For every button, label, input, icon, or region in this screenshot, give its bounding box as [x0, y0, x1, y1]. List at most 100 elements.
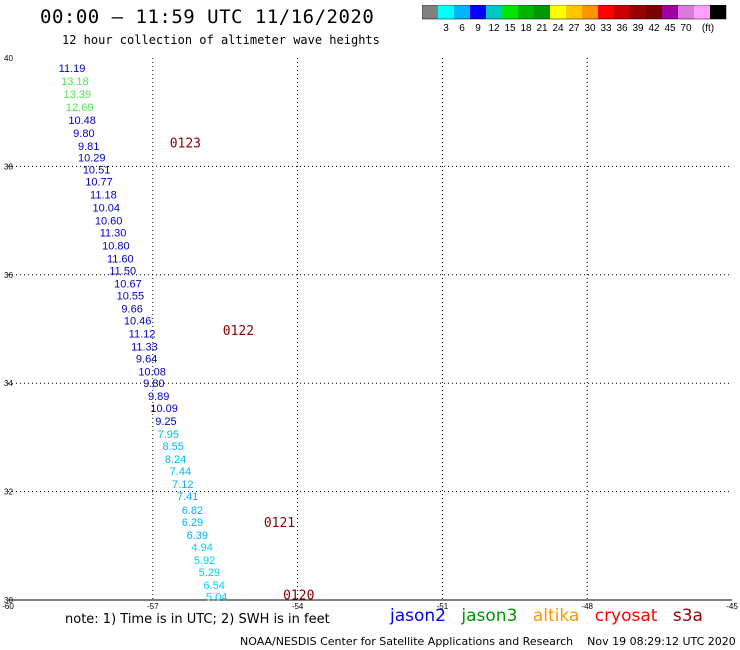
colorbar-label: 45: [664, 23, 676, 34]
wave-height-point: 8.24: [165, 454, 186, 466]
colorbar-label: 33: [600, 23, 612, 34]
legend-altika: altika: [532, 606, 580, 626]
time-label: 0123: [170, 137, 201, 152]
wave-height-point: 7.12: [172, 479, 193, 491]
wave-height-point: 6.39: [187, 530, 208, 542]
wave-height-point: 11.50: [109, 265, 136, 277]
colorbar-unit: (ft): [702, 23, 714, 34]
colorbar-swatch: [454, 5, 470, 19]
colorbar-swatch: [422, 5, 438, 19]
time-label: 0120: [283, 589, 314, 604]
wave-height-point: 10.55: [117, 290, 145, 302]
colorbar-label: 6: [459, 23, 465, 34]
wave-height-point: 10.29: [78, 153, 106, 165]
wave-height-point: 4.94: [191, 542, 212, 554]
colorbar-swatch: [614, 5, 630, 19]
wave-height-point: 6.82: [182, 505, 203, 517]
colorbar-swatch: [502, 5, 518, 19]
colorbar-label: 24: [552, 23, 564, 34]
colorbar-swatch: [470, 5, 486, 19]
colorbar-swatch: [710, 5, 726, 19]
wave-height-point: 5.92: [194, 555, 215, 567]
wave-height-point: 10.04: [92, 203, 120, 215]
wave-height-point: 9.89: [148, 391, 169, 403]
colorbar-swatch: [566, 5, 582, 19]
colorbar-label: 36: [616, 23, 628, 34]
footer: NOAA/NESDIS Center for Satellite Applica…: [240, 635, 736, 648]
wave-height-point: 5.29: [199, 567, 220, 579]
wave-height-point: 10.51: [83, 165, 111, 177]
wave-height-point: 11.30: [100, 228, 127, 240]
legend-jason2: jason2: [390, 606, 446, 626]
wave-height-point: 9.80: [73, 128, 94, 140]
wave-height-point: 9.80: [143, 378, 164, 390]
colorbar-swatch: [518, 5, 534, 19]
y-tick-label: 34: [4, 379, 13, 388]
colorbar-swatch: [550, 5, 566, 19]
colorbar-label: 70: [680, 23, 692, 34]
colorbar-swatch: [486, 5, 502, 19]
satellite-legend: jason2 jason3 altika cryosat s3a: [390, 606, 713, 626]
colorbar-label: 27: [568, 23, 580, 34]
footer-timestamp: Nov 19 08:29:12 UTC 2020: [587, 635, 736, 648]
wave-height-point: 6.29: [182, 517, 203, 529]
colorbar-swatch: [630, 5, 646, 19]
wave-height-point: 11.19: [59, 63, 86, 75]
wave-height-point: 7.95: [158, 429, 179, 441]
x-tick-label: -48: [581, 602, 593, 610]
y-tick-label: 40: [4, 54, 13, 63]
legend-jason3: jason3: [461, 606, 518, 626]
colorbar-swatch: [694, 5, 710, 19]
wave-height-point: 7.44: [170, 466, 191, 478]
legend-s3a: s3a: [672, 606, 703, 626]
wave-height-point: 5.04: [206, 592, 227, 604]
colorbar-swatch: [678, 5, 694, 19]
x-tick-label: -51: [437, 602, 449, 610]
colorbar-label: 12: [488, 23, 500, 34]
wave-height-point: 12.69: [66, 102, 94, 114]
y-tick-label: 38: [4, 162, 13, 171]
wave-height-point: 6.54: [203, 580, 224, 592]
x-tick-label: -45: [726, 602, 738, 610]
time-label: 0121: [264, 516, 295, 531]
wave-height-point: 10.48: [68, 115, 96, 127]
time-label: 0122: [223, 324, 254, 339]
legend-cryosat: cryosat: [594, 606, 658, 626]
wave-height-point: 9.81: [78, 141, 99, 153]
wave-height-point: 10.46: [124, 315, 152, 327]
colorbar-swatch: [582, 5, 598, 19]
chart-subtitle: 12 hour collection of altimeter wave hei…: [62, 33, 380, 47]
wave-height-point: 9.25: [155, 416, 176, 428]
colorbar-label: 42: [648, 23, 660, 34]
footer-source: NOAA/NESDIS Center for Satellite Applica…: [240, 635, 574, 648]
wave-height-point: 10.09: [150, 403, 178, 415]
wave-height-plot: -60 -57 -54 -51 -48 -45 30 32 34 36 38 40 11.1913.18…: [2, 54, 738, 610]
chart-title: 00:00 – 11:59 UTC 11/16/2020: [40, 6, 375, 28]
y-tick-label: 32: [4, 488, 13, 497]
color-scale-bar: 3 6 9 12 15 18 21 24 27 30 33 36 39 42 45 70 (ft): [422, 5, 727, 34]
wave-height-point: 10.80: [102, 241, 130, 253]
footnote: note: 1) Time is in UTC; 2) SWH is in fe…: [65, 612, 330, 627]
wave-height-point: 10.67: [114, 278, 142, 290]
wave-height-point: 11.18: [90, 190, 117, 202]
colorbar-label: 30: [584, 23, 596, 34]
colorbar-label: 3: [443, 23, 449, 34]
colorbar-swatch: [646, 5, 662, 19]
colorbar-label: 18: [520, 23, 532, 34]
colorbar-label: 21: [536, 23, 548, 34]
wave-height-point: 7.41: [177, 491, 198, 503]
x-tick-label: -60: [2, 602, 14, 610]
wave-height-point: 11.33: [131, 341, 158, 353]
y-tick-label: 36: [4, 271, 13, 280]
y-tick-label: 30: [4, 596, 13, 605]
x-tick-label: -57: [147, 602, 159, 610]
colorbar-swatch: [438, 5, 454, 19]
wave-height-point: 10.60: [95, 216, 123, 228]
wave-height-point: 11.12: [129, 328, 156, 340]
wave-height-point: 10.77: [85, 177, 113, 189]
x-tick-label: -54: [292, 602, 304, 610]
wave-height-point: 13.18: [61, 76, 89, 88]
colorbar-label: 39: [632, 23, 644, 34]
wave-height-point: 10.08: [138, 366, 166, 378]
colorbar-swatch: [534, 5, 550, 19]
